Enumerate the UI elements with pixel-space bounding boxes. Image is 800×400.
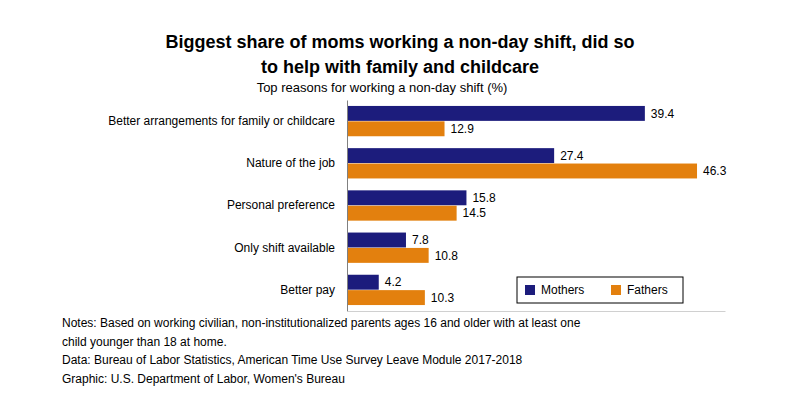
- data-label: 10.8: [435, 249, 459, 263]
- data-label: 7.8: [412, 233, 429, 247]
- data-label: 15.8: [472, 191, 496, 205]
- legend-label: Mothers: [541, 283, 584, 297]
- y-tick: Personal preference: [227, 198, 347, 212]
- legend: Mothers Fathers: [517, 277, 683, 303]
- data-label: 27.4: [560, 149, 584, 163]
- legend-label: Fathers: [627, 283, 668, 297]
- y-tick-label: Only shift available: [234, 241, 335, 255]
- data-label: 39.4: [651, 107, 675, 121]
- bar: [347, 248, 429, 263]
- bar: [347, 148, 554, 163]
- title: to help with family and childcare: [261, 57, 539, 77]
- x-axis-line: [348, 311, 726, 312]
- bar: [347, 206, 457, 221]
- bar: [347, 121, 445, 136]
- note: child younger than 18 at home.: [62, 335, 227, 349]
- y-tick-label: Better arrangements for family or childc…: [108, 114, 335, 128]
- y-axis: Better arrangements for family or childc…: [108, 101, 347, 312]
- legend-frame: [517, 277, 683, 303]
- legend-swatch: [525, 285, 535, 295]
- y-axis-line: [347, 101, 348, 312]
- note: Graphic: U.S. Department of Labor, Women…: [62, 372, 345, 386]
- y-tick: Only shift available: [234, 241, 347, 255]
- data-labels: 39.4 27.4 15.8 7.8 4.2 12.9 46.3 14.5 10.8 10.3: [385, 107, 727, 305]
- bar: [347, 290, 425, 305]
- data-label: 14.5: [463, 206, 487, 220]
- bars: [347, 106, 697, 305]
- y-tick-label: Personal preference: [227, 198, 335, 212]
- bar: [347, 106, 645, 121]
- data-label: 10.3: [431, 291, 455, 305]
- y-tick-label: Better pay: [280, 283, 335, 297]
- subtitle: Top reasons for working a non-day shift …: [257, 80, 508, 95]
- note: Data: Bureau of Labor Statistics, Americ…: [62, 353, 523, 367]
- data-label: 4.2: [385, 275, 402, 289]
- title: Biggest share of moms working a non-day …: [165, 32, 634, 52]
- x-axis: [348, 311, 726, 312]
- y-tick: Better arrangements for family or childc…: [108, 114, 347, 128]
- legend-swatch: [611, 285, 621, 295]
- bar: [347, 233, 406, 248]
- bar: [347, 190, 466, 205]
- data-label: 12.9: [451, 122, 475, 136]
- chart: Biggest share of moms working a non-day …: [0, 0, 800, 400]
- bar: [347, 275, 379, 290]
- y-tick: Nature of the job: [246, 156, 347, 170]
- bar: [347, 164, 697, 179]
- data-label: 46.3: [703, 164, 727, 178]
- y-tick: Better pay: [280, 283, 347, 297]
- note: Notes: Based on working civilian, non-in…: [62, 316, 581, 330]
- y-tick-label: Nature of the job: [246, 156, 335, 170]
